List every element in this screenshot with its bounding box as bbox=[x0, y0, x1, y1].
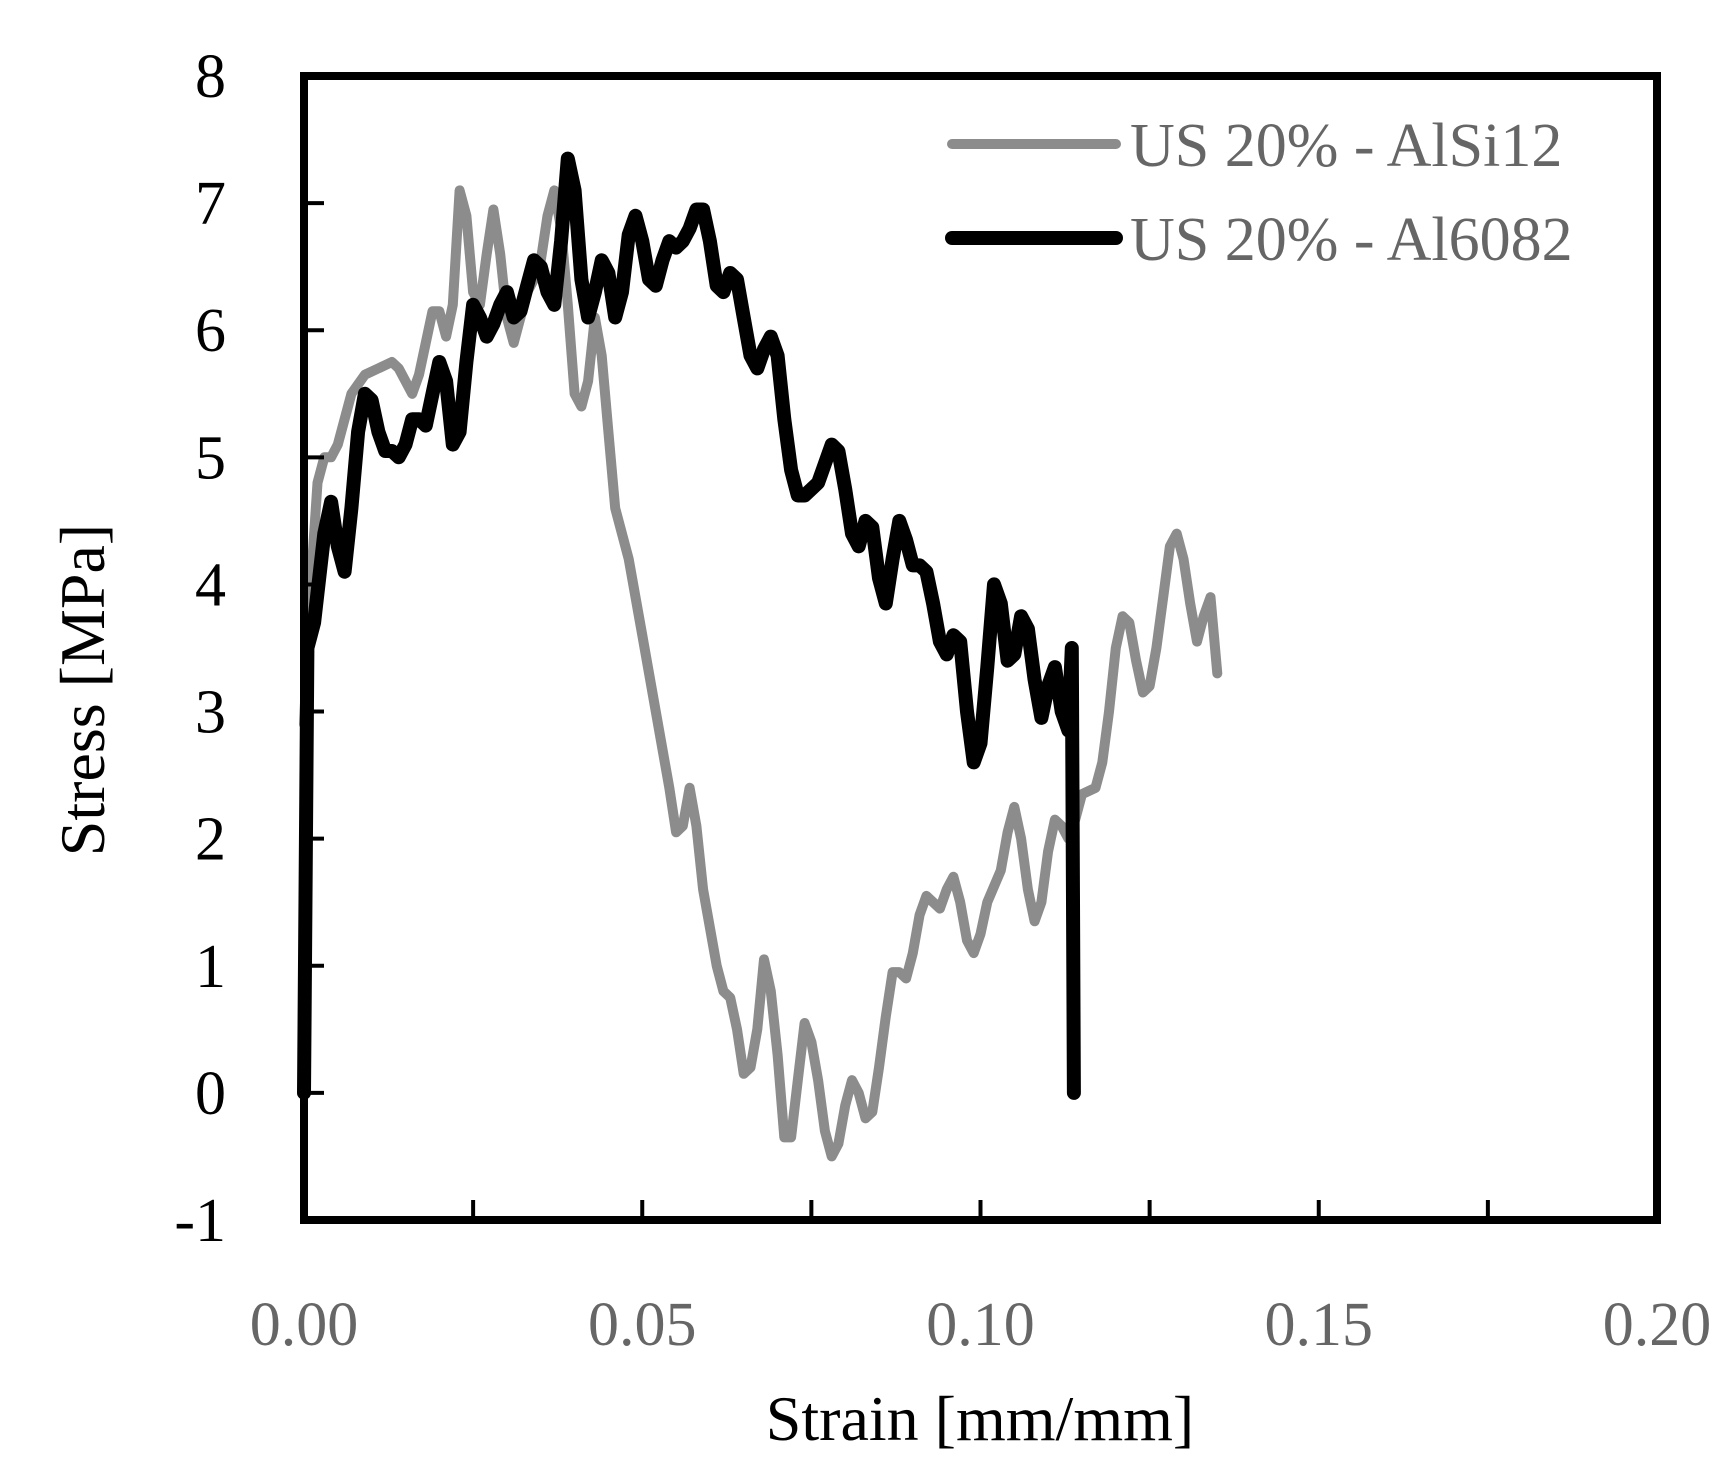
x-tick-label: 0.05 bbox=[588, 1291, 697, 1359]
y-tick-label: 6 bbox=[195, 297, 226, 365]
y-tick-label: -1 bbox=[174, 1187, 226, 1255]
x-tick-labels: 0.00 0.05 0.10 0.15 0.20 bbox=[250, 1291, 1712, 1359]
series-layer bbox=[297, 151, 1223, 1162]
series-line-al6082 bbox=[297, 151, 1081, 1100]
y-tick-label: 4 bbox=[195, 551, 226, 619]
y-tick-label: 0 bbox=[195, 1060, 226, 1128]
y-tick-label: 2 bbox=[195, 806, 226, 874]
x-tick-label: 0.15 bbox=[1265, 1291, 1374, 1359]
legend: US 20% - AlSi12 US 20% - Al6082 bbox=[945, 112, 1573, 274]
y-axis-title: Stress [MPa] bbox=[47, 524, 118, 856]
y-tick-label: 5 bbox=[195, 424, 226, 492]
y-tick-label: 7 bbox=[195, 170, 226, 238]
legend-label-al6082: US 20% - Al6082 bbox=[1130, 206, 1573, 274]
legend-label-alsi12: US 20% - AlSi12 bbox=[1130, 112, 1562, 180]
x-tick-label: 0.20 bbox=[1603, 1291, 1712, 1359]
ticks-layer bbox=[304, 201, 1490, 1220]
y-tick-label: 8 bbox=[195, 43, 226, 111]
x-tick-label: 0.00 bbox=[250, 1291, 359, 1359]
y-tick-label: 1 bbox=[195, 933, 226, 1001]
y-tick-labels: -1 0 1 2 3 4 5 6 7 8 bbox=[174, 43, 226, 1255]
x-axis-title: Strain [mm/mm] bbox=[766, 1383, 1194, 1454]
x-tick-label: 0.10 bbox=[926, 1291, 1035, 1359]
y-tick-label: 3 bbox=[195, 679, 226, 747]
